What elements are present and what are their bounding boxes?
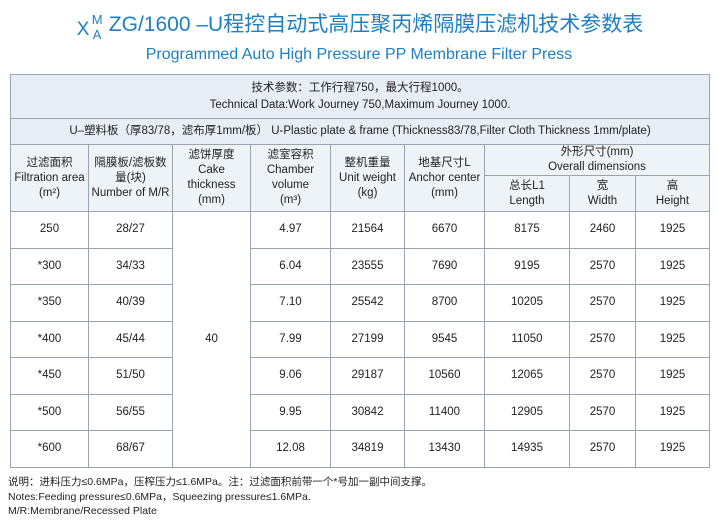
cell-plates: 56/55: [88, 393, 173, 431]
cell-height: 1925: [635, 247, 710, 285]
cell-height: 1925: [635, 393, 710, 431]
cell-anchor: 11400: [404, 393, 485, 431]
cell-chamber: 4.97: [250, 211, 331, 249]
cell-plates: 51/50: [88, 357, 173, 395]
model-code: X M A: [75, 12, 109, 42]
page-subtitle: Programmed Auto High Pressure PP Membran…: [145, 46, 573, 63]
table-row: *300 34/33 6.04 23555 7690 9195 2570 192…: [10, 247, 710, 285]
page-title: X M A ZG/1600 –U程控自动式高压聚丙烯隔膜压滤机技术参数表: [0, 12, 718, 42]
cell-area: *400: [10, 320, 89, 358]
cell-anchor: 6670: [404, 211, 485, 249]
cell-chamber: 7.10: [250, 284, 331, 322]
cell-width: 2570: [569, 430, 636, 468]
header-unit-weight: 整机重量 Unit weight (kg): [330, 144, 405, 212]
table-row: *400 45/44 7.99 27199 9545 11050 2570 19…: [10, 320, 710, 358]
cell-chamber: 12.08: [250, 430, 331, 468]
cell-width: 2570: [569, 247, 636, 285]
cell-height: 1925: [635, 211, 710, 249]
header-anchor-center: 地基尺寸L Anchor center (mm): [404, 144, 485, 212]
plate-info-row: U–塑料板（厚83/78，滤布厚1mm/板） U-Plastic plate &…: [10, 118, 710, 145]
title-block: X M A ZG/1600 –U程控自动式高压聚丙烯隔膜压滤机技术参数表 Pro…: [0, 0, 718, 72]
plate-info-cell: U–塑料板（厚83/78，滤布厚1mm/板） U-Plastic plate &…: [10, 118, 710, 145]
header-overall-dimensions: 外形尺寸(mm) Overall dimensions: [484, 144, 710, 176]
cell-length: 14935: [484, 430, 570, 468]
header-chamber-volume: 滤室容积 Chamber volume (m³): [250, 144, 331, 212]
cell-weight: 29187: [330, 357, 405, 395]
spec-table: 技术参数：工作行程750，最大行程1000。 Technical Data:Wo…: [10, 74, 710, 468]
cell-height: 1925: [635, 357, 710, 395]
model-code-x: X: [76, 19, 90, 40]
cell-plates: 28/27: [88, 211, 173, 249]
header-plates: 隔膜板/滤板数量(块) Number of M/R: [88, 144, 173, 212]
cell-cake-thickness: 40: [172, 211, 251, 468]
header-width: 宽 Width: [569, 175, 636, 212]
table-row: 250 28/27 40 4.97 21564 6670 8175 2460 1…: [10, 211, 710, 468]
cell-chamber: 9.95: [250, 393, 331, 431]
notes-en: Notes:Feeding pressure≤0.6MPa，Squeezing …: [8, 490, 311, 503]
cell-chamber: 6.04: [250, 247, 331, 285]
cell-length: 9195: [484, 247, 570, 285]
technical-data-en: Technical Data:Work Journey 750,Maximum …: [209, 98, 511, 111]
notes: 说明：进料压力≤0.6MPa，压榨压力≤1.6MPa。注：过滤面积前带一个*号加…: [8, 475, 432, 519]
technical-data-cell: 技术参数：工作行程750，最大行程1000。 Technical Data:Wo…: [10, 74, 710, 119]
cell-anchor: 7690: [404, 247, 485, 285]
header-row-1: 过滤面积 Filtration area (m²) 隔膜板/滤板数量(块) Nu…: [10, 144, 710, 212]
technical-data-row: 技术参数：工作行程750，最大行程1000。 Technical Data:Wo…: [10, 74, 710, 119]
title-text: ZG/1600 –U程控自动式高压聚丙烯隔膜压滤机技术参数表: [108, 13, 644, 36]
cell-area: *600: [10, 430, 89, 468]
table-row: *600 68/67 12.08 34819 13430 14935 2570 …: [10, 430, 710, 468]
cell-length: 8175: [484, 211, 570, 249]
cell-anchor: 10560: [404, 357, 485, 395]
cell-anchor: 13430: [404, 430, 485, 468]
cell-chamber: 9.06: [250, 357, 331, 395]
header-height: 高 Height: [635, 175, 710, 212]
cell-height: 1925: [635, 430, 710, 468]
cell-chamber: 7.99: [250, 320, 331, 358]
table-row: *350 40/39 7.10 25542 8700 10205 2570 19…: [10, 284, 710, 322]
header-length: 总长L1 Length: [484, 175, 570, 212]
cell-width: 2570: [569, 284, 636, 322]
cell-plates: 34/33: [88, 247, 173, 285]
cell-weight: 23555: [330, 247, 405, 285]
cell-width: 2570: [569, 393, 636, 431]
cell-area: *450: [10, 357, 89, 395]
model-code-m: M: [91, 12, 103, 27]
notes-mr: M/R:Membrane/Recessed Plate: [8, 505, 157, 517]
table-row: *500 56/55 9.95 30842 11400 12905 2570 1…: [10, 393, 710, 431]
technical-data-zh: 技术参数：工作行程750，最大行程1000。: [251, 81, 469, 94]
cell-weight: 34819: [330, 430, 405, 468]
cell-area: 250: [10, 211, 89, 249]
cell-width: 2570: [569, 357, 636, 395]
model-code-a: A: [92, 27, 102, 42]
cell-plates: 40/39: [88, 284, 173, 322]
cell-length: 11050: [484, 320, 570, 358]
cell-weight: 21564: [330, 211, 405, 249]
cell-plates: 68/67: [88, 430, 173, 468]
cell-weight: 27199: [330, 320, 405, 358]
header-cake-thickness: 滤饼厚度 Cake thickness (mm): [172, 144, 251, 212]
cell-width: 2570: [569, 320, 636, 358]
cell-plates: 45/44: [88, 320, 173, 358]
cell-length: 10205: [484, 284, 570, 322]
cell-area: *500: [10, 393, 89, 431]
cell-anchor: 9545: [404, 320, 485, 358]
cell-length: 12905: [484, 393, 570, 431]
cell-anchor: 8700: [404, 284, 485, 322]
header-row-2: 总长L1 Length 宽 Width 高 Height: [11, 175, 710, 212]
notes-zh: 说明：进料压力≤0.6MPa，压榨压力≤1.6MPa。注：过滤面积前带一个*号加…: [8, 476, 432, 488]
table-row: *450 51/50 9.06 29187 10560 12065 2570 1…: [10, 357, 710, 395]
cell-weight: 25542: [330, 284, 405, 322]
cell-area: *350: [10, 284, 89, 322]
cell-area: *300: [10, 247, 89, 285]
header-filtration-area: 过滤面积 Filtration area (m²): [10, 144, 89, 212]
cell-length: 12065: [484, 357, 570, 395]
cell-height: 1925: [635, 320, 710, 358]
cell-width: 2460: [569, 211, 636, 249]
cell-height: 1925: [635, 284, 710, 322]
cell-weight: 30842: [330, 393, 405, 431]
